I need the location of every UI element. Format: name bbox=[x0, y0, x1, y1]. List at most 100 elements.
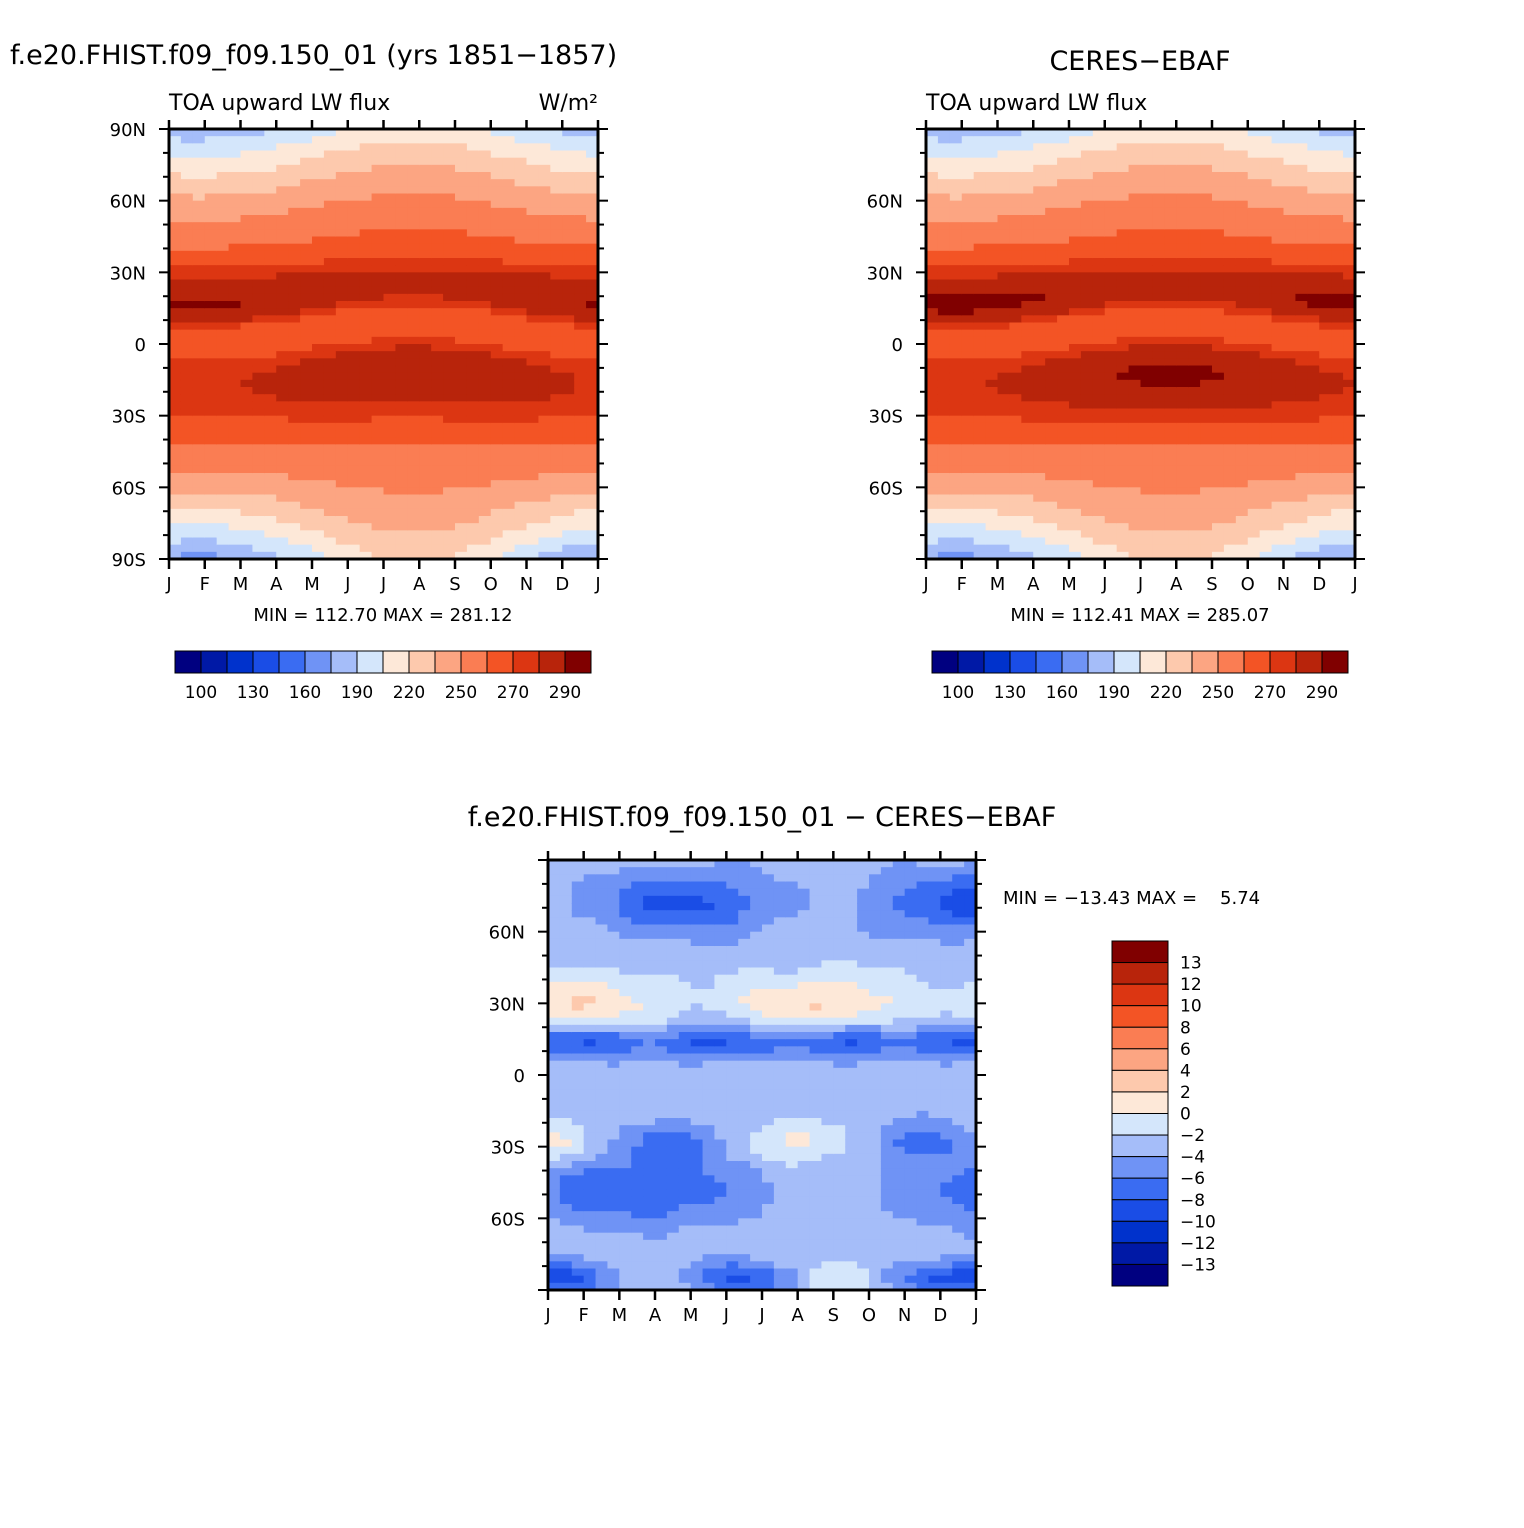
field-cell bbox=[419, 229, 432, 237]
field-cell bbox=[572, 968, 584, 976]
field-cell bbox=[1307, 409, 1320, 417]
field-cell bbox=[419, 179, 432, 187]
field-cell bbox=[181, 430, 194, 438]
field-cell bbox=[1045, 165, 1058, 173]
field-cell bbox=[384, 416, 397, 424]
field-cell bbox=[431, 466, 444, 474]
field-cell bbox=[241, 201, 254, 209]
field-cell bbox=[312, 280, 325, 288]
field-cell bbox=[1105, 337, 1118, 345]
field-cell bbox=[1272, 401, 1285, 409]
field-cell bbox=[1152, 416, 1165, 424]
field-cell bbox=[312, 423, 325, 431]
field-cell bbox=[1248, 294, 1261, 302]
field-cell bbox=[264, 430, 277, 438]
field-cell bbox=[926, 480, 939, 488]
field-cell bbox=[1307, 509, 1320, 517]
field-cell bbox=[372, 337, 385, 345]
field-cell bbox=[950, 444, 963, 452]
field-cell bbox=[1236, 351, 1249, 359]
field-cell bbox=[548, 1111, 560, 1119]
field-cell bbox=[467, 323, 480, 331]
field-cell bbox=[1236, 315, 1249, 323]
field-cell bbox=[562, 380, 575, 388]
field-cell bbox=[562, 272, 575, 280]
field-cell bbox=[1141, 487, 1154, 495]
field-cell bbox=[986, 315, 999, 323]
field-cell bbox=[1284, 337, 1297, 345]
field-cell bbox=[443, 401, 456, 409]
field-cell bbox=[1081, 394, 1094, 402]
field-cell bbox=[538, 179, 551, 187]
field-cell bbox=[560, 1068, 572, 1076]
field-cell bbox=[181, 337, 194, 345]
field-cell bbox=[1272, 423, 1285, 431]
field-cell bbox=[1069, 323, 1082, 331]
field-cell bbox=[1331, 466, 1344, 474]
field-cell bbox=[1307, 179, 1320, 187]
field-cell bbox=[538, 201, 551, 209]
field-cell bbox=[348, 272, 361, 280]
field-cell bbox=[515, 265, 528, 273]
field-cell bbox=[443, 380, 456, 388]
field-cell bbox=[443, 143, 456, 151]
field-cell bbox=[1117, 387, 1130, 395]
field-cell bbox=[1272, 351, 1285, 359]
field-cell bbox=[395, 165, 408, 173]
field-cell bbox=[538, 287, 551, 295]
field-cell bbox=[1093, 272, 1106, 280]
field-cell bbox=[584, 1039, 596, 1047]
field-cell bbox=[607, 953, 619, 961]
field-cell bbox=[1152, 495, 1165, 503]
field-cell bbox=[1176, 222, 1189, 230]
field-cell bbox=[1319, 473, 1332, 481]
field-cell bbox=[1009, 330, 1022, 338]
field-cell bbox=[1021, 315, 1034, 323]
field-cell bbox=[348, 337, 361, 345]
field-cell bbox=[584, 925, 596, 933]
field-cell bbox=[538, 538, 551, 546]
field-cell bbox=[1176, 330, 1189, 338]
field-cell bbox=[938, 473, 951, 481]
field-cell bbox=[596, 882, 608, 890]
field-cell bbox=[631, 882, 643, 890]
field-cell bbox=[169, 258, 182, 266]
field-cell bbox=[596, 1233, 608, 1241]
field-cell bbox=[1033, 229, 1046, 237]
field-cell bbox=[596, 1118, 608, 1126]
field-cell bbox=[1212, 509, 1225, 517]
field-cell bbox=[1212, 452, 1225, 460]
field-cell bbox=[926, 523, 939, 531]
field-cell bbox=[1009, 423, 1022, 431]
field-cell bbox=[395, 416, 408, 424]
field-cell bbox=[1033, 430, 1046, 438]
field-cell bbox=[1212, 366, 1225, 374]
field-cell bbox=[467, 208, 480, 216]
field-cell bbox=[252, 509, 265, 517]
field-cell bbox=[348, 480, 361, 488]
field-cell bbox=[1021, 151, 1034, 159]
field-cell bbox=[962, 308, 975, 316]
field-cell bbox=[1331, 487, 1344, 495]
field-cell bbox=[312, 301, 325, 309]
field-cell bbox=[1021, 394, 1034, 402]
field-cell bbox=[1093, 416, 1106, 424]
field-cell bbox=[1081, 330, 1094, 338]
field-cell bbox=[584, 1082, 596, 1090]
field-cell bbox=[205, 143, 218, 151]
field-cell bbox=[1260, 287, 1273, 295]
field-cell bbox=[986, 280, 999, 288]
field-cell bbox=[550, 430, 563, 438]
field-cell bbox=[467, 201, 480, 209]
field-cell bbox=[1295, 222, 1308, 230]
field-cell bbox=[1069, 315, 1082, 323]
field-cell bbox=[986, 444, 999, 452]
field-cell bbox=[372, 530, 385, 538]
field-cell bbox=[1260, 409, 1273, 417]
field-cell bbox=[950, 186, 963, 194]
field-cell bbox=[1260, 538, 1273, 546]
field-cell bbox=[1236, 409, 1249, 417]
field-cell bbox=[1272, 437, 1285, 445]
field-cell bbox=[288, 287, 301, 295]
field-cell bbox=[324, 538, 337, 546]
